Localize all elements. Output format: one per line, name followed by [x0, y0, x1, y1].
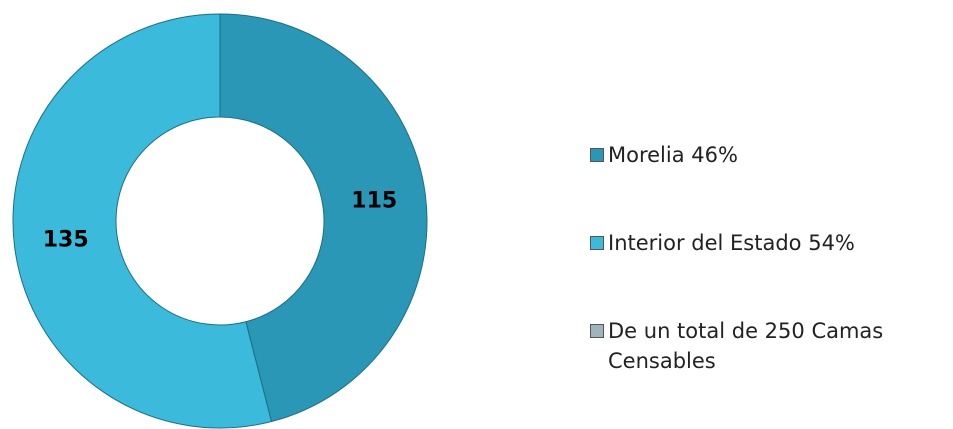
- legend-item: De un total de 250 Camas Censables: [590, 316, 940, 376]
- legend: Morelia 46% Interior del Estado 54% De un …: [590, 140, 940, 376]
- legend-swatch: [590, 236, 604, 250]
- legend-swatch: [590, 148, 604, 162]
- data-label: 135: [43, 227, 89, 252]
- legend-item: Morelia 46%: [590, 140, 940, 170]
- data-label: 115: [351, 189, 397, 214]
- legend-item: Interior del Estado 54%: [590, 228, 940, 258]
- legend-label: Morelia 46%: [608, 143, 738, 167]
- slice: [219, 13, 428, 423]
- legend-label: Interior del Estado 54%: [608, 231, 855, 255]
- legend-swatch: [590, 324, 604, 338]
- legend-label: De un total de 250 Camas Censables: [608, 319, 884, 373]
- slice: [12, 13, 273, 429]
